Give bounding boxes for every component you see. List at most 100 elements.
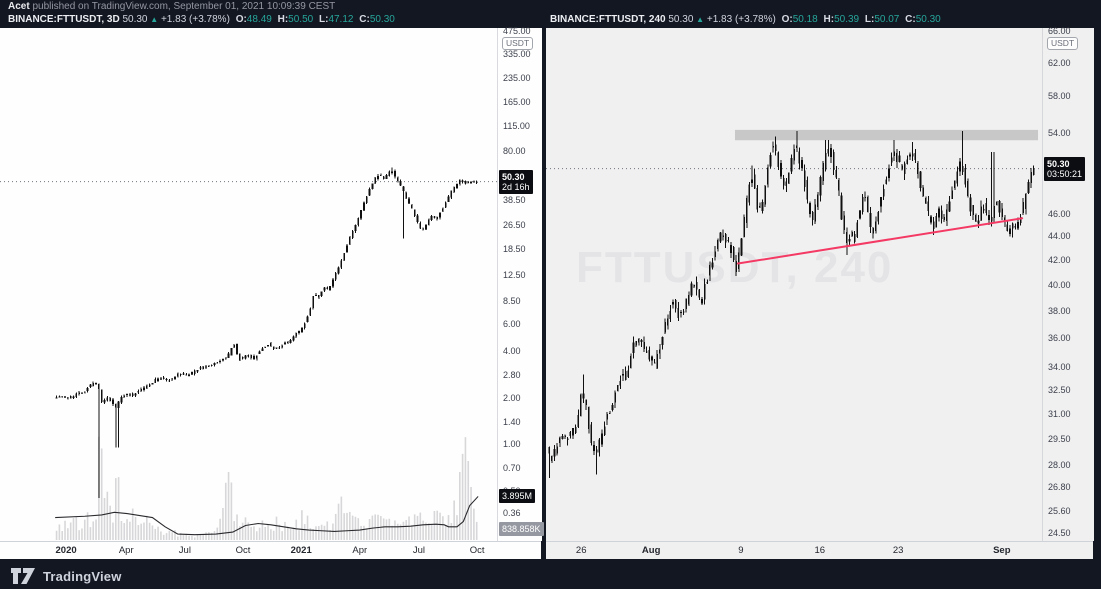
left-low-value: 47.12 xyxy=(328,14,354,25)
last-price-badge: 50.30 2d 16h xyxy=(499,169,533,194)
right-symbol: BINANCE:FTTUSDT, 240 xyxy=(550,14,666,25)
time-tick-label: Apr xyxy=(352,545,368,556)
right-high-label: H: xyxy=(823,14,835,25)
price-chart-plot-4h[interactable]: FTTUSDT, 240 xyxy=(546,28,1042,541)
time-tick-label: 2021 xyxy=(290,545,312,556)
chart-panel-daily: 475.00335.00235.00165.00115.0080.0056.00… xyxy=(0,26,544,560)
time-tick-label: Apr xyxy=(118,545,134,556)
price-tick-label: 8.50 xyxy=(503,295,521,306)
price-chart-plot-daily[interactable] xyxy=(0,28,497,541)
right-last-price: 50.30 xyxy=(668,14,694,25)
published-line: Acet published on TradingView.com, Septe… xyxy=(8,1,335,12)
resistance-zone[interactable] xyxy=(734,129,1039,141)
price-axis-4h[interactable]: 66.00 62.00 58.00 54.00 46.00 44.00 42.00 40.00… xyxy=(1042,26,1094,541)
tradingview-logo-icon xyxy=(11,568,35,584)
price-tick-label: 34.00 xyxy=(1048,361,1071,372)
price-tick-label: 4.00 xyxy=(503,346,521,357)
left-low-label: L: xyxy=(318,14,329,25)
price-tick-label: 31.00 xyxy=(1048,408,1071,419)
price-tick-label: 26.80 xyxy=(1048,482,1071,493)
price-tick-label: 335.00 xyxy=(503,49,531,60)
right-high-value: 50.39 xyxy=(834,14,860,25)
time-tick-label: 26 xyxy=(575,545,587,556)
time-tick-label: 9 xyxy=(738,545,744,556)
candles xyxy=(55,167,478,498)
price-tick-label: 12.50 xyxy=(503,269,526,280)
axis-unit-chip: USDT xyxy=(1047,37,1079,50)
author-link[interactable]: Acet xyxy=(8,1,30,12)
price-tick-label: 40.00 xyxy=(1048,279,1071,290)
price-tick-label: 18.50 xyxy=(503,243,526,254)
time-tick-label: 2020 xyxy=(55,545,77,556)
price-tick-label: 62.00 xyxy=(1048,57,1071,68)
price-tick-label: 80.00 xyxy=(503,145,526,156)
price-tick-label: 54.00 xyxy=(1048,127,1071,138)
last-price-badge: 50.30 03:50:21 xyxy=(1044,156,1086,181)
price-tick-label: 235.00 xyxy=(503,73,531,84)
left-open-label: O: xyxy=(235,14,247,25)
price-tick-label: 1.40 xyxy=(503,416,521,427)
time-tick-label: 23 xyxy=(892,545,904,556)
right-low-value: 50.07 xyxy=(874,14,900,25)
price-tick-label: 26.50 xyxy=(503,219,526,230)
price-tick-label: 46.00 xyxy=(1048,208,1071,219)
left-symbol: BINANCE:FTTUSDT, 3D xyxy=(8,14,120,25)
volume-value-badge: 838.858K xyxy=(499,522,544,537)
left-symbol-line: BINANCE:FTTUSDT, 3D 50.30 ▲ +1.83 (+3.78… xyxy=(8,14,395,25)
right-open-value: 50.18 xyxy=(792,14,818,25)
right-change: +1.83 (+3.78%) xyxy=(706,14,776,25)
left-close-label: C: xyxy=(359,14,370,25)
time-tick-label: Aug xyxy=(641,545,661,556)
price-tick-label: 29.50 xyxy=(1048,433,1071,444)
price-tick-label: 25.60 xyxy=(1048,505,1071,516)
right-close-value: 50.30 xyxy=(915,14,941,25)
price-tick-label: 1.00 xyxy=(503,439,521,450)
price-tick-label: 165.00 xyxy=(503,96,531,107)
axis-unit-chip: USDT xyxy=(502,37,534,50)
left-last-price: 50.30 xyxy=(122,14,148,25)
price-tick-label: 42.00 xyxy=(1048,254,1071,265)
price-tick-label: 6.00 xyxy=(503,319,521,330)
right-low-label: L: xyxy=(864,14,875,25)
left-close-value: 50.30 xyxy=(369,14,395,25)
time-tick-label: Jul xyxy=(178,545,191,556)
left-open-value: 48.49 xyxy=(246,14,272,25)
up-arrow-icon: ▲ xyxy=(696,15,705,24)
candles xyxy=(548,130,1035,479)
price-tick-label: 28.00 xyxy=(1048,460,1071,471)
price-tick-label: 66.00 xyxy=(1048,26,1071,37)
price-tick-label: 24.50 xyxy=(1048,527,1071,538)
time-axis-daily[interactable]: 2020 Apr Jul Oct 2021 Apr Jul Oct xyxy=(0,541,541,560)
price-tick-label: 2.00 xyxy=(503,392,521,403)
up-arrow-icon: ▲ xyxy=(150,15,159,24)
price-tick-label: 44.00 xyxy=(1048,231,1071,242)
left-high-value: 50.50 xyxy=(288,14,314,25)
time-tick-label: 16 xyxy=(814,545,826,556)
footer: TradingView xyxy=(0,559,1101,589)
price-tick-label: 475.00 xyxy=(503,26,531,37)
price-tick-label: 38.00 xyxy=(1048,305,1071,316)
ascending-trendline[interactable] xyxy=(736,217,1024,265)
price-tick-label: 38.50 xyxy=(503,194,526,205)
published-text: published on TradingView.com, September … xyxy=(29,1,336,12)
tradingview-logo[interactable]: TradingView xyxy=(10,566,122,586)
time-tick-label: Sep xyxy=(993,545,1011,556)
price-axis-daily[interactable]: 475.00335.00235.00165.00115.0080.0056.00… xyxy=(497,26,544,541)
right-close-label: C: xyxy=(905,14,916,25)
price-tick-label: 58.00 xyxy=(1048,91,1071,102)
time-axis-4h[interactable]: 26 Aug 9 16 23 Sep xyxy=(546,541,1093,560)
price-tick-label: 115.00 xyxy=(503,121,530,132)
left-change: +1.83 (+3.78%) xyxy=(160,14,230,25)
right-open-label: O: xyxy=(781,14,793,25)
price-tick-label: 0.70 xyxy=(503,463,521,474)
price-tick-label: 2.80 xyxy=(503,370,521,381)
time-tick-label: Jul xyxy=(412,545,426,556)
volume-ma-badge: 3.895M xyxy=(499,489,536,504)
price-tick-label: 0.36 xyxy=(503,507,521,518)
left-high-label: H: xyxy=(277,14,289,25)
price-tick-label: 36.00 xyxy=(1048,332,1071,343)
time-tick-label: Oct xyxy=(469,545,485,556)
chart-panel-4h: FTTUSDT, 240 66.00 62.00 58.00 54.00 46.00 44… xyxy=(546,26,1094,560)
volume-ma-line xyxy=(55,496,479,536)
